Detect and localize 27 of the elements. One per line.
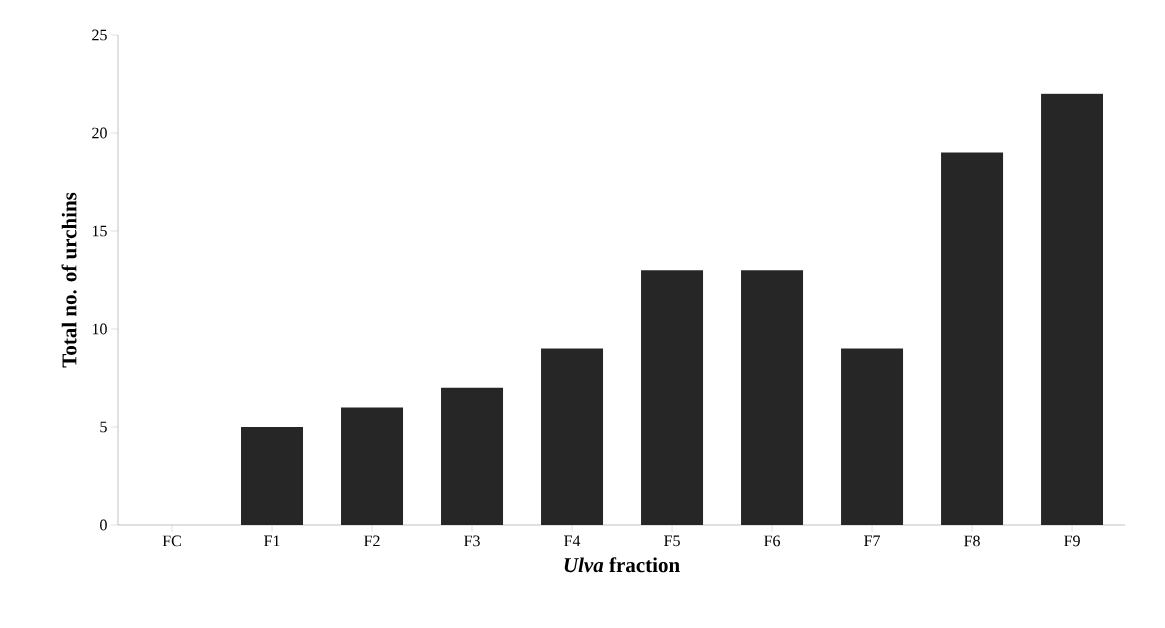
x-tick-label: F3 (464, 535, 480, 547)
x-tick-label: F1 (264, 535, 280, 547)
y-tick-label: 25 (92, 29, 107, 41)
x-tick-label: F7 (864, 535, 881, 546)
y-tick-label: 15 (92, 225, 107, 237)
y-axis-title: Total no. of urchins (61, 192, 77, 368)
x-tick-label: FC (162, 535, 181, 547)
bar (241, 426, 304, 525)
x-tick-label: F6 (764, 535, 781, 547)
y-tick-label: 0 (100, 519, 107, 531)
y-tick-label: 20 (92, 127, 107, 139)
x-tick-label: F4 (564, 535, 581, 547)
x-tick-label: F9 (1064, 535, 1080, 547)
bar (541, 348, 604, 525)
bar (741, 270, 804, 525)
x-tick-label: F8 (964, 535, 980, 547)
x-tick-label: F2 (364, 535, 380, 547)
x-tick-label: F5 (664, 535, 680, 547)
y-tick-label: 5 (100, 421, 107, 433)
bar (341, 407, 404, 525)
x-axis-title: Ulva fraction (564, 557, 680, 573)
bar (441, 387, 504, 525)
bar (1041, 93, 1104, 525)
bar (941, 152, 1004, 525)
y-tick-label: 10 (92, 323, 107, 335)
bar (841, 348, 904, 525)
bar (641, 270, 704, 525)
